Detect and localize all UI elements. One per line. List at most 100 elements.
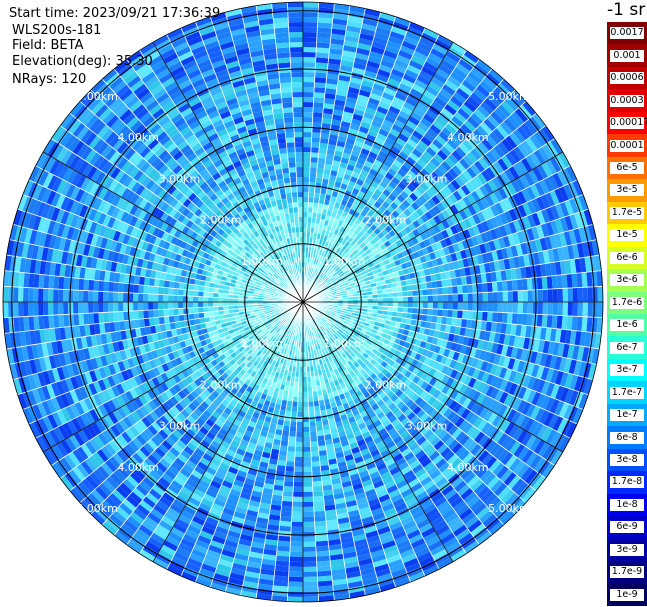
range-gate-cell — [404, 273, 411, 281]
range-gate-cell — [353, 140, 364, 148]
range-gate-cell — [417, 249, 425, 258]
range-gate-cell — [320, 213, 327, 220]
range-gate-cell — [439, 188, 449, 200]
range-gate-cell — [416, 216, 425, 226]
range-gate-cell — [398, 203, 408, 212]
range-gate-cell — [323, 275, 328, 281]
range-gate-cell — [353, 57, 368, 66]
range-gate-cell — [303, 142, 312, 148]
range-gate-cell — [461, 318, 468, 328]
range-gate-cell — [497, 157, 509, 172]
range-gate-cell — [337, 166, 347, 174]
range-gate-cell — [327, 68, 340, 75]
range-gate-cell — [335, 241, 342, 248]
range-gate-cell — [324, 194, 332, 201]
range-gate-cell — [473, 160, 486, 173]
range-gate-cell — [377, 302, 383, 307]
range-gate-cell — [313, 280, 317, 286]
range-gate-cell — [562, 343, 570, 359]
range-gate-cell — [450, 214, 459, 225]
range-gate-cell — [292, 401, 298, 407]
range-gate-cell — [429, 184, 440, 196]
range-gate-cell — [525, 325, 532, 338]
range-gate-cell — [351, 187, 360, 196]
range-gate-cell — [471, 235, 479, 247]
range-gate-cell — [500, 322, 507, 335]
range-gate-cell — [332, 18, 348, 26]
range-gate-cell — [546, 275, 553, 290]
range-gate-cell — [313, 495, 324, 502]
range-gate-cell — [303, 491, 314, 497]
range-gate-cell — [433, 330, 440, 339]
range-gate-cell — [388, 180, 398, 190]
range-gate-cell — [386, 283, 392, 289]
range-gate-cell — [296, 411, 303, 417]
range-gate-cell — [437, 212, 446, 222]
range-gate-cell — [415, 102, 429, 114]
range-gate-cell — [437, 294, 443, 302]
range-gate-cell — [340, 274, 347, 280]
range-gate-cell — [331, 270, 337, 276]
range-gate-cell — [429, 251, 437, 261]
range-gate-cell — [376, 313, 383, 319]
range-gate-cell — [533, 131, 547, 147]
range-gate-cell — [516, 190, 527, 205]
range-gate-cell — [382, 293, 388, 298]
range-gate-cell — [408, 152, 420, 163]
range-gate-cell — [408, 21, 426, 33]
range-gate-cell — [362, 305, 368, 309]
range-gate-cell — [313, 102, 324, 109]
range-gate-cell — [318, 266, 323, 272]
range-gate-cell — [311, 127, 322, 133]
range-gate-cell — [380, 96, 393, 106]
range-gate-cell — [446, 182, 457, 194]
range-gate-cell — [416, 158, 427, 169]
range-gate-cell — [518, 336, 526, 349]
range-gate-cell — [303, 62, 316, 68]
range-gate-cell — [376, 196, 385, 205]
range-gate-cell — [531, 198, 542, 213]
range-gate-cell — [340, 251, 347, 258]
range-gate-cell — [558, 186, 570, 202]
range-gate-cell — [436, 178, 447, 189]
range-gate-cell — [405, 97, 418, 108]
range-gate-cell — [532, 302, 538, 315]
range-gate-cell — [403, 124, 415, 135]
range-gate-cell — [372, 115, 385, 124]
range-gate-cell — [423, 178, 434, 189]
range-gate-cell — [353, 235, 360, 243]
range-gate-cell — [395, 281, 402, 288]
range-gate-cell — [344, 281, 350, 286]
range-gate-cell — [503, 117, 517, 133]
range-gate-cell — [422, 288, 428, 296]
range-gate-cell — [508, 93, 523, 108]
range-gate-cell — [462, 336, 470, 346]
range-gate-cell — [515, 267, 522, 280]
range-gate-cell — [387, 35, 404, 46]
range-gate-cell — [391, 189, 401, 198]
range-gate-cell — [467, 284, 473, 294]
range-gate-cell — [349, 282, 356, 287]
range-gate-cell — [291, 521, 303, 527]
range-gate-cell — [425, 85, 440, 97]
range-gate-cell — [303, 446, 311, 452]
ray-separator — [302, 16, 397, 303]
range-gate-cell — [433, 72, 448, 84]
range-gate-cell — [550, 205, 560, 221]
range-gate-cell — [453, 201, 464, 212]
range-gate-cell — [466, 116, 480, 129]
range-gate-cell — [303, 461, 312, 467]
range-gate-cell — [423, 238, 431, 248]
range-gate-cell — [420, 117, 433, 129]
range-gate-cell — [438, 248, 446, 258]
range-gate-cell — [376, 105, 389, 115]
range-gate-cell — [296, 426, 303, 432]
range-gate-cell — [452, 190, 463, 202]
range-gate-cell — [319, 260, 324, 267]
range-gate-cell — [325, 78, 339, 85]
range-gate-cell — [319, 142, 329, 149]
range-gate-cell — [309, 182, 316, 188]
range-gate-cell — [337, 135, 347, 143]
range-gate-cell — [306, 237, 310, 243]
range-gate-cell — [425, 274, 432, 283]
